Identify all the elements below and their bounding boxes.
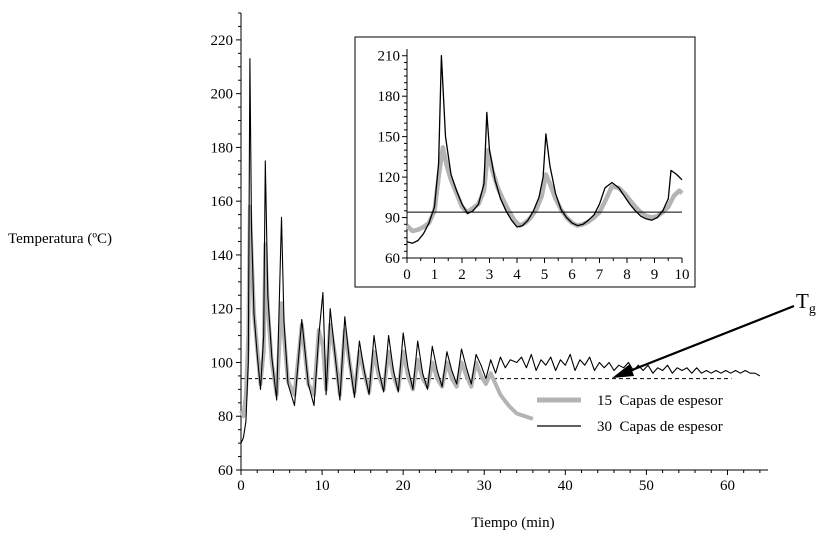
- x-axis-label: Tiempo (min): [471, 515, 554, 531]
- inset-y-tick-label: 210: [378, 49, 401, 65]
- inset-x-tick-label: 10: [675, 267, 690, 283]
- y-tick-label: 80: [218, 409, 233, 425]
- y-tick-label: 100: [211, 355, 234, 371]
- tg-label-main: T: [796, 289, 809, 313]
- x-tick-label: 40: [558, 478, 573, 494]
- y-tick-label: 220: [211, 33, 234, 49]
- tg-annotation: Tg: [612, 289, 816, 378]
- inset-x-tick-label: 8: [623, 267, 631, 283]
- legend-label-30: 30 Capas de espesor: [597, 419, 723, 435]
- inset-plot-area: 60 90 120 150 180 210 0 1 2 3 4 5 6 7 8 9 10: [354, 36, 696, 288]
- inset-x-tick-label: 4: [513, 267, 521, 283]
- inset-x-tick-label: 6: [568, 267, 576, 283]
- inset-y-tick-label: 150: [378, 130, 401, 146]
- tg-label: Tg: [796, 289, 816, 317]
- tg-arrow: [621, 304, 795, 376]
- x-tick-label: 50: [639, 478, 654, 494]
- inset-y-tick-label: 120: [378, 170, 401, 186]
- inset-x-tick-label: 5: [541, 267, 549, 283]
- x-tick-label: 20: [396, 478, 411, 494]
- inset-y-tick-label: 60: [385, 251, 400, 267]
- inset-x-tick-label: 3: [486, 267, 494, 283]
- legend: 15 Capas de espesor 30 Capas de espesor: [537, 393, 723, 435]
- inset-x-tick-label: 0: [403, 267, 411, 283]
- inset-frame: [354, 36, 696, 288]
- series-30-line: [240, 58, 761, 444]
- y-tick-label: 180: [211, 140, 234, 156]
- y-tick-label: 140: [211, 248, 234, 264]
- x-tick-label: 10: [315, 478, 330, 494]
- inset-y-tick-label: 90: [385, 211, 400, 227]
- tg-arrowhead: [612, 364, 634, 378]
- tg-label-subscript: g: [809, 302, 816, 317]
- inset-x-tick-label: 2: [458, 267, 466, 283]
- y-tick-label: 120: [211, 302, 234, 318]
- inset-x-tick-label: 9: [651, 267, 659, 283]
- inset-x-tick-label: 7: [596, 267, 604, 283]
- x-tick-label: 0: [237, 478, 245, 494]
- inset-y-tick-label: 180: [378, 89, 401, 105]
- y-tick-label: 200: [211, 87, 234, 103]
- x-tick-label: 30: [477, 478, 492, 494]
- x-tick-label: 60: [720, 478, 735, 494]
- y-tick-label: 160: [211, 194, 234, 210]
- inset-x-tick-label: 1: [431, 267, 439, 283]
- y-tick-label: 60: [218, 463, 233, 479]
- legend-label-15: 15 Capas de espesor: [597, 393, 723, 409]
- y-axis-label: Temperatura (ºC): [8, 231, 112, 247]
- inset-series-15-line: [405, 145, 684, 234]
